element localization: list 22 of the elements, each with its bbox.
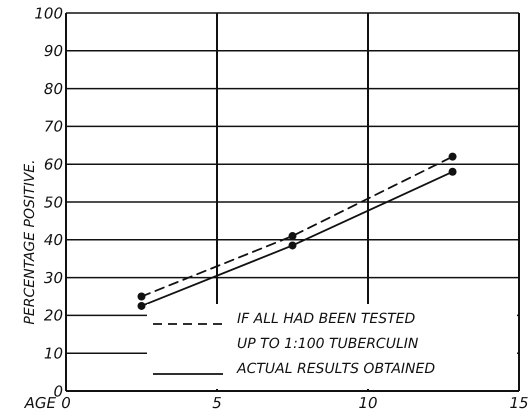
point <box>138 292 146 300</box>
y-tick-label: 90 <box>44 42 63 60</box>
x-tick-label: 10 <box>358 394 378 412</box>
y-tick-label: 0 <box>53 382 63 400</box>
point <box>138 302 146 310</box>
x-tick-label: 5 <box>212 394 222 412</box>
y-tick-label: 100 <box>34 4 63 22</box>
y-tick-label: 50 <box>44 193 63 212</box>
y-axis-title: PERCENTAGE POSITIVE. <box>22 159 38 325</box>
legend-label: ACTUAL RESULTS OBTAINED <box>236 360 436 377</box>
y-tick-label: 70 <box>44 118 63 136</box>
point <box>448 152 457 161</box>
y-tick-label: 40 <box>44 231 63 250</box>
point <box>288 241 296 250</box>
y-tick-label: 30 <box>44 268 63 287</box>
y-tick-label: 10 <box>44 344 63 362</box>
y-tick-label: 80 <box>44 80 63 98</box>
legend-label: IF ALL HAD BEEN TESTED UP TO 1:100 TUBERCULIN <box>237 310 419 352</box>
point <box>448 168 457 176</box>
y-tick-label: 60 <box>44 155 63 174</box>
x-tick-label: 15 <box>509 394 529 412</box>
y-tick-label: 20 <box>44 306 63 325</box>
